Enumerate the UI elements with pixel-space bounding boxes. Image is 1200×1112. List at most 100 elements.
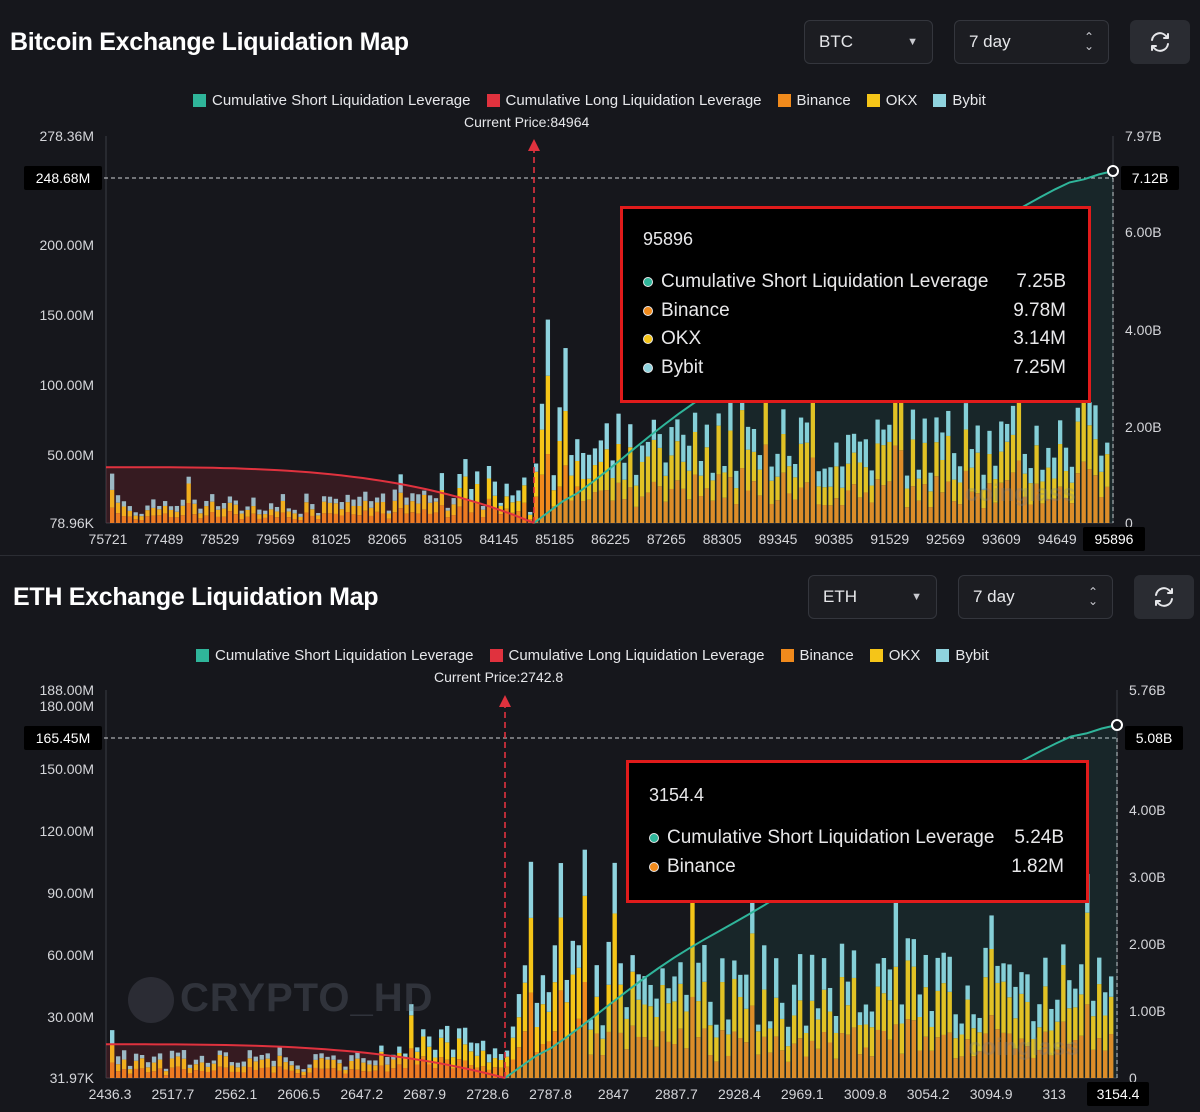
bar-bybit bbox=[327, 496, 333, 503]
bar-okx bbox=[875, 986, 881, 1030]
bar-binance bbox=[265, 1067, 270, 1078]
bar-okx bbox=[319, 1058, 324, 1069]
bar-binance bbox=[928, 507, 933, 523]
bar-okx bbox=[363, 500, 368, 511]
eth-refresh-button[interactable] bbox=[1134, 575, 1194, 619]
bar-bybit bbox=[498, 1054, 504, 1061]
bar-bybit bbox=[628, 424, 633, 448]
bar-okx bbox=[940, 459, 945, 493]
bar-binance bbox=[110, 507, 115, 523]
bar-binance bbox=[851, 1027, 857, 1078]
bar-okx bbox=[210, 501, 215, 513]
bar-okx bbox=[798, 443, 804, 488]
bar-binance bbox=[887, 1039, 893, 1078]
bar-okx bbox=[421, 1036, 426, 1057]
bar-okx bbox=[768, 1028, 773, 1053]
bar-bybit bbox=[1103, 992, 1108, 1016]
bar-okx bbox=[809, 1000, 815, 1041]
bar-binance bbox=[751, 481, 757, 523]
bar-okx bbox=[648, 1006, 653, 1040]
bar-binance bbox=[606, 1031, 611, 1078]
bar-okx bbox=[516, 1017, 522, 1048]
bar-binance bbox=[295, 1073, 300, 1078]
bar-okx bbox=[310, 509, 315, 516]
bar-binance bbox=[916, 500, 921, 523]
eth-coin-select[interactable]: ETH ▼ bbox=[808, 575, 937, 619]
legend-item-bybit[interactable]: Bybit bbox=[936, 647, 989, 664]
bar-okx bbox=[546, 1011, 552, 1042]
legend-item-binance[interactable]: Binance bbox=[777, 92, 851, 109]
bar-okx bbox=[157, 509, 162, 516]
bar-bybit bbox=[1019, 972, 1024, 994]
bar-okx bbox=[304, 502, 309, 513]
bar-binance bbox=[374, 511, 380, 523]
bar-binance bbox=[1037, 1050, 1042, 1078]
bar-bybit bbox=[893, 901, 899, 967]
legend-item-binance[interactable]: Binance bbox=[780, 647, 854, 664]
bar-bybit bbox=[528, 861, 534, 918]
btc-coin-select[interactable]: BTC ▼ bbox=[804, 20, 933, 64]
y-left-tick-label: 188.00M bbox=[40, 682, 94, 698]
btc-period-select[interactable]: 7 day ⌃ ⌄ bbox=[954, 20, 1109, 64]
bar-binance bbox=[622, 499, 627, 523]
bar-okx bbox=[504, 496, 509, 509]
legend-item-short[interactable]: Cumulative Short Liquidation Leverage bbox=[196, 647, 474, 664]
bar-bybit bbox=[684, 994, 689, 1012]
bar-binance bbox=[151, 515, 156, 523]
bar-bybit bbox=[301, 1069, 306, 1072]
bar-bybit bbox=[286, 508, 291, 512]
bar-binance bbox=[204, 515, 209, 523]
x-tick-label: 2969.1 bbox=[781, 1086, 824, 1102]
bar-binance bbox=[941, 1034, 946, 1078]
bar-okx bbox=[887, 441, 892, 482]
bar-okx bbox=[229, 1065, 235, 1072]
eth-period-select[interactable]: 7 day ⌃ ⌄ bbox=[958, 575, 1113, 619]
bar-okx bbox=[923, 987, 928, 1037]
bar-bybit bbox=[702, 945, 707, 982]
bar-okx bbox=[1049, 1030, 1054, 1056]
bar-binance bbox=[963, 470, 969, 523]
legend-item-okx[interactable]: OKX bbox=[866, 92, 917, 109]
bar-bybit bbox=[546, 992, 552, 1012]
bar-okx bbox=[669, 455, 674, 489]
bar-bybit bbox=[115, 1056, 121, 1065]
legend-item-long[interactable]: Cumulative Long Liquidation Leverage bbox=[489, 647, 765, 664]
bar-bybit bbox=[642, 976, 647, 1005]
legend-item-okx[interactable]: OKX bbox=[869, 647, 920, 664]
bar-bybit bbox=[274, 506, 280, 512]
btc-refresh-button[interactable] bbox=[1130, 20, 1190, 64]
bar-okx bbox=[373, 1065, 378, 1071]
bar-okx bbox=[133, 515, 138, 520]
bar-binance bbox=[809, 1040, 815, 1078]
bar-bybit bbox=[421, 1029, 426, 1037]
bar-bybit bbox=[887, 424, 892, 442]
bar-okx bbox=[756, 1031, 761, 1055]
bar-okx bbox=[253, 1061, 258, 1070]
bar-bybit bbox=[557, 407, 562, 441]
bar-binance bbox=[379, 1065, 384, 1078]
y-right-tick-label: 0 bbox=[1125, 515, 1133, 531]
bar-binance bbox=[678, 1028, 683, 1078]
legend-item-long[interactable]: Cumulative Long Liquidation Leverage bbox=[486, 92, 762, 109]
bar-okx bbox=[975, 452, 980, 494]
bar-bybit bbox=[692, 412, 698, 432]
bar-okx bbox=[1052, 478, 1057, 499]
bar-okx bbox=[357, 505, 362, 516]
bar-okx bbox=[221, 508, 227, 517]
bar-okx bbox=[462, 1044, 468, 1061]
bar-okx bbox=[557, 440, 562, 487]
bar-okx bbox=[268, 509, 274, 516]
bar-bybit bbox=[582, 849, 587, 896]
bar-bybit bbox=[904, 475, 910, 489]
bar-binance bbox=[1079, 1035, 1084, 1078]
bar-binance bbox=[947, 1032, 952, 1078]
bar-bybit bbox=[947, 956, 952, 992]
x-tick-label: 82065 bbox=[368, 531, 407, 547]
legend-item-short[interactable]: Cumulative Short Liquidation Leverage bbox=[193, 92, 471, 109]
bar-bybit bbox=[563, 348, 568, 412]
x-tick-label: 83105 bbox=[424, 531, 463, 547]
legend-item-bybit[interactable]: Bybit bbox=[933, 92, 986, 109]
bar-binance bbox=[708, 1055, 713, 1078]
bar-okx bbox=[345, 502, 350, 513]
bar-bybit bbox=[157, 1053, 163, 1060]
